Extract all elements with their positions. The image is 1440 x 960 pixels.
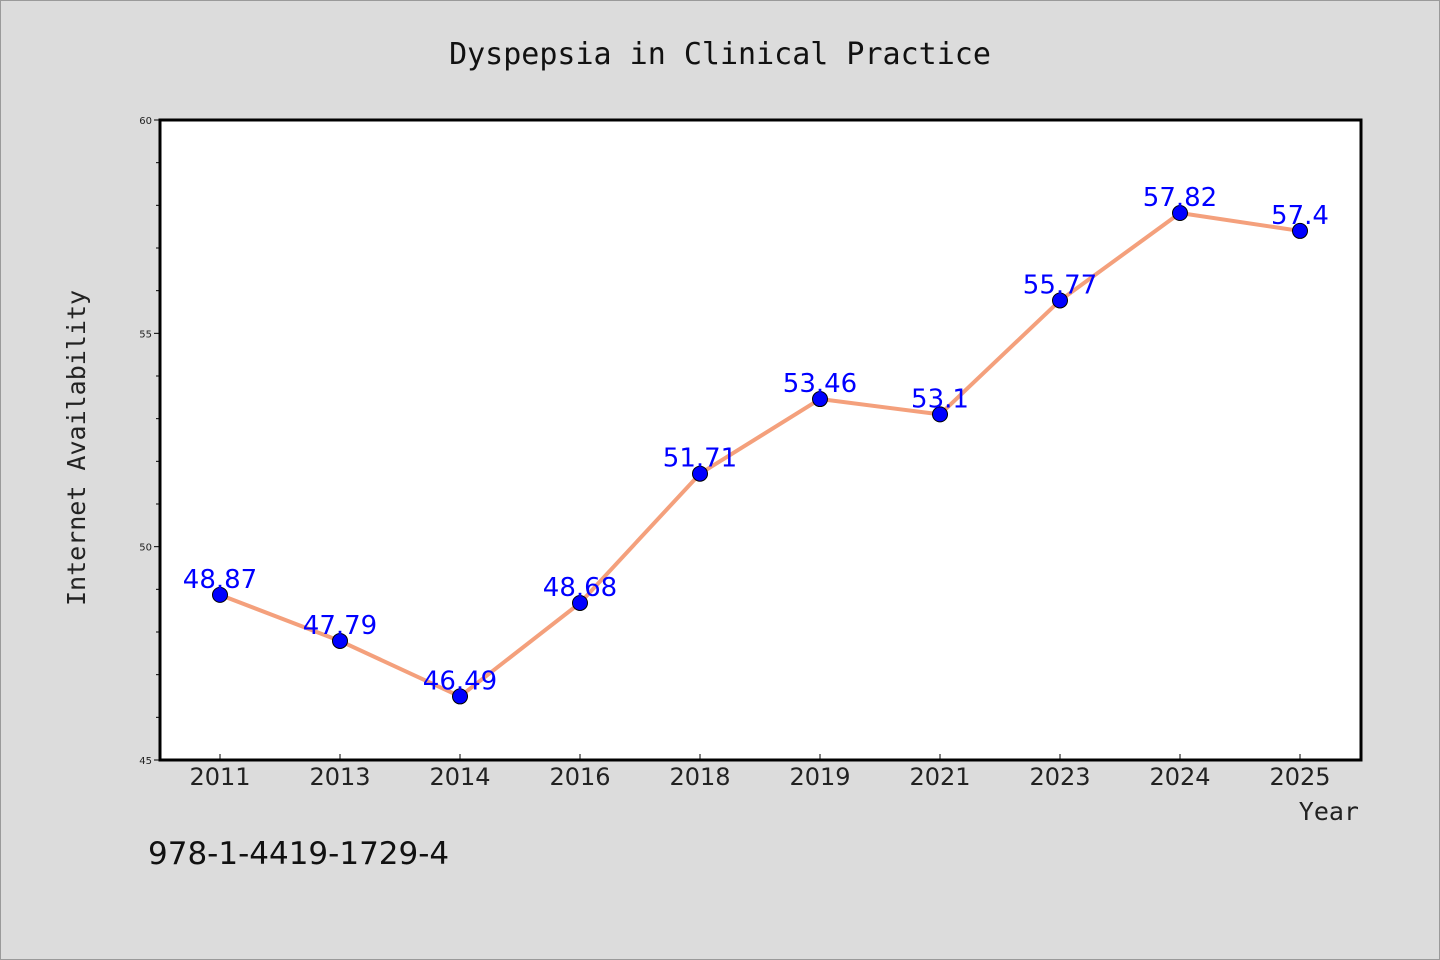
data-point: [452, 688, 468, 705]
data-point: [812, 391, 828, 408]
x-tick-label: 2013: [309, 763, 370, 791]
chart-title: Dyspepsia in Clinical Practice: [449, 37, 991, 72]
y-tick-label: 60: [139, 116, 152, 127]
y-axis: 45 50 55 60: [139, 116, 160, 767]
x-tick-label: 2021: [909, 763, 970, 791]
x-axis: 2011 2013 2014 2016 2018 2019 2021 2023 2024 2025: [189, 754, 1331, 791]
isbn-text: 978-1-4419-1729-4: [148, 836, 449, 872]
data-label: 57.4: [1271, 201, 1329, 231]
data-point: [692, 465, 708, 482]
data-label: 46.49: [423, 666, 497, 696]
data-label: 51.71: [663, 444, 737, 474]
data-label: 53.46: [783, 369, 857, 399]
x-tick-label: 2025: [1269, 763, 1330, 791]
data-point: [212, 586, 228, 603]
data-label: 48.87: [183, 565, 257, 595]
x-tick-label: 2019: [789, 763, 850, 791]
x-tick-label: 2016: [549, 763, 610, 791]
x-tick-label: 2014: [429, 763, 490, 791]
series-line: [219, 211, 1301, 699]
data-point: [1052, 292, 1068, 309]
x-axis-label: Year: [1299, 797, 1359, 826]
x-tick-label: 2018: [669, 763, 730, 791]
y-axis-label: Internet Availability: [62, 290, 91, 606]
x-tick-label: 2023: [1029, 763, 1090, 791]
data-point: [932, 406, 948, 423]
data-label: 47.79: [303, 611, 377, 641]
x-tick-label: 2024: [1149, 763, 1210, 791]
y-tick-label: 55: [139, 329, 152, 340]
data-label: 48.68: [543, 573, 617, 603]
data-label: 55.77: [1023, 270, 1097, 300]
data-point: [1292, 222, 1308, 239]
data-point: [332, 632, 348, 649]
data-point: [572, 594, 588, 611]
data-point: [1172, 205, 1188, 222]
y-tick-label: 45: [139, 756, 152, 767]
x-tick-label: 2011: [189, 763, 250, 791]
data-label: 53.1: [911, 384, 969, 414]
y-tick-label: 50: [139, 543, 152, 554]
series-group: 48.87 47.79 46.49 48.68 51.71 53.46 53.1 55.77 5…: [183, 183, 1329, 705]
data-label: 57.82: [1143, 183, 1217, 213]
